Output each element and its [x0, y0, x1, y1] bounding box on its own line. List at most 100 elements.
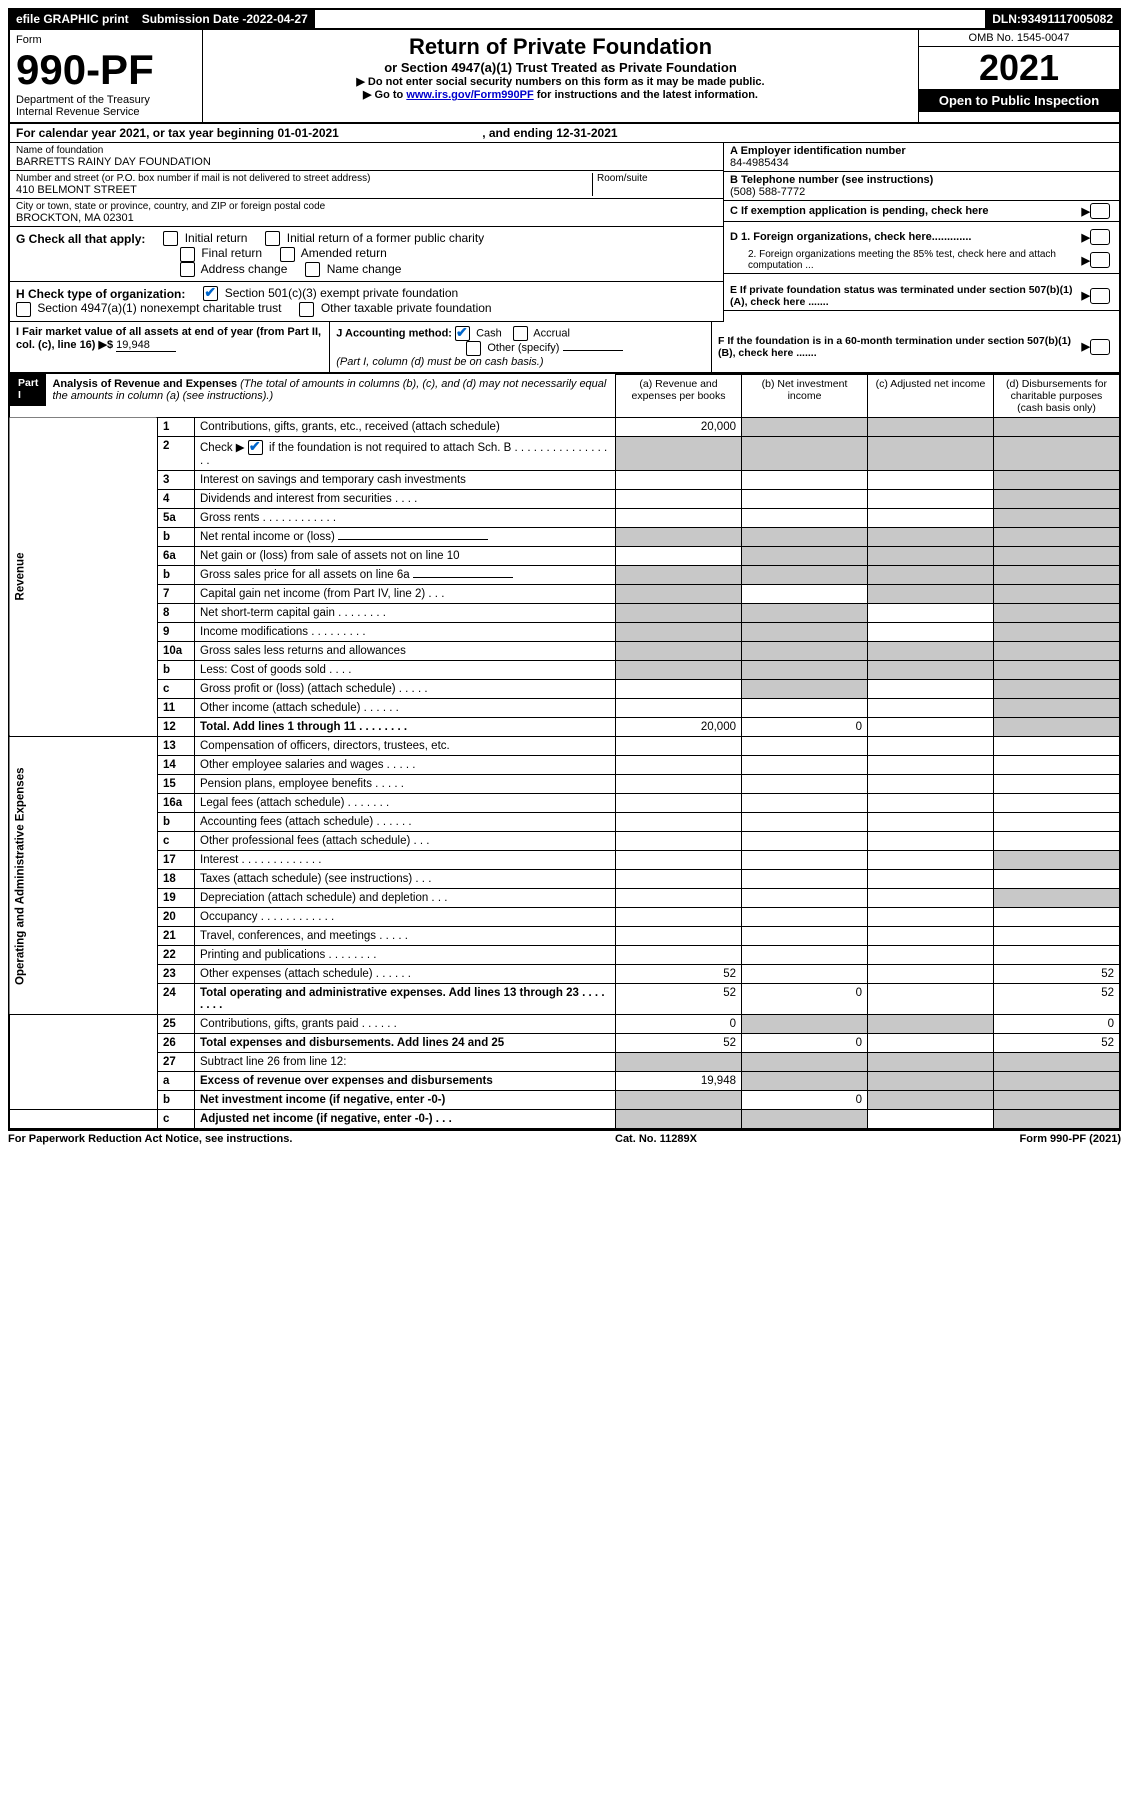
city-cell: City or town, state or province, country…	[10, 199, 723, 227]
l10b-desc: Less: Cost of goods sold . . . .	[195, 661, 616, 680]
addr-cell: Number and street (or P.O. box number if…	[10, 171, 723, 199]
l24-b: 0	[742, 984, 868, 1015]
efile-print[interactable]: efile GRAPHIC print	[10, 10, 136, 28]
l13-desc: Compensation of officers, directors, tru…	[195, 737, 616, 756]
line-11: 11Other income (attach schedule) . . . .…	[9, 699, 1120, 718]
j-block: J Accounting method: Cash Accrual Other …	[330, 322, 711, 372]
l16c-desc: Other professional fees (attach schedule…	[195, 832, 616, 851]
line-16b: bAccounting fees (attach schedule) . . .…	[9, 813, 1120, 832]
arrow-icon: ▶	[1082, 340, 1090, 353]
addr: 410 BELMONT STREET	[16, 184, 592, 196]
ln: 3	[158, 471, 195, 490]
l11-desc: Other income (attach schedule) . . . . .…	[195, 699, 616, 718]
l16b-t: Accounting fees (attach schedule)	[200, 816, 373, 828]
g-final-checkbox[interactable]	[180, 247, 195, 262]
header-left: Form 990-PF Department of the Treasury I…	[10, 30, 203, 122]
line-2: 2 Check ▶ if the foundation is not requi…	[9, 436, 1120, 470]
phone-cell: B Telephone number (see instructions) (5…	[724, 172, 1119, 201]
l19-desc: Depreciation (attach schedule) and deple…	[195, 889, 616, 908]
l18-desc: Taxes (attach schedule) (see instruction…	[195, 870, 616, 889]
ln: 4	[158, 490, 195, 509]
dept: Department of the Treasury	[16, 94, 196, 106]
g-name-checkbox[interactable]	[305, 262, 320, 277]
g-opt-0: Initial return	[185, 231, 248, 245]
l2-post: if the foundation is not required to att…	[269, 442, 511, 454]
f-checkbox[interactable]	[1090, 339, 1110, 355]
g-address-checkbox[interactable]	[180, 262, 195, 277]
ln: c	[158, 1110, 195, 1130]
line-5a: 5aGross rents . . . . . . . . . . . .	[9, 509, 1120, 528]
l27b-desc: Net investment income (if negative, ente…	[195, 1091, 616, 1110]
j-other-checkbox[interactable]	[466, 341, 481, 356]
l19-t: Depreciation (attach schedule) and deple…	[200, 892, 428, 904]
h-501c3-checkbox[interactable]	[203, 286, 218, 301]
ln: 21	[158, 927, 195, 946]
g-initial-checkbox[interactable]	[163, 231, 178, 246]
g-amended-checkbox[interactable]	[280, 247, 295, 262]
col-c-header: (c) Adjusted net income	[868, 374, 994, 417]
l14-desc: Other employee salaries and wages . . . …	[195, 756, 616, 775]
l16a-desc: Legal fees (attach schedule) . . . . . .…	[195, 794, 616, 813]
j-accrual-checkbox[interactable]	[513, 326, 528, 341]
ln: b	[158, 661, 195, 680]
col-a-header: (a) Revenue and expenses per books	[616, 374, 742, 417]
ln: 1	[158, 417, 195, 436]
h-4947-checkbox[interactable]	[16, 302, 31, 317]
l10a-t: Gross sales less returns and allowances	[200, 645, 406, 657]
ln: 25	[158, 1015, 195, 1034]
g-opt-2: Final return	[201, 246, 262, 260]
ln: 5a	[158, 509, 195, 528]
l25-desc: Contributions, gifts, grants paid . . . …	[195, 1015, 616, 1034]
g-d-block: G Check all that apply: Initial return I…	[8, 227, 1121, 282]
ln: 27	[158, 1053, 195, 1072]
submission-date: Submission Date - 2022-04-27	[136, 10, 315, 28]
l27b-b: 0	[742, 1091, 868, 1110]
j-cash-checkbox[interactable]	[455, 326, 470, 341]
line-24: 24Total operating and administrative exp…	[9, 984, 1120, 1015]
line-5b: bNet rental income or (loss)	[9, 528, 1120, 547]
d1-checkbox[interactable]	[1090, 229, 1110, 245]
line-7: 7Capital gain net income (from Part IV, …	[9, 585, 1120, 604]
phone: (508) 588-7772	[730, 186, 1113, 198]
l15-t: Pension plans, employee benefits	[200, 778, 372, 790]
ln: b	[158, 1091, 195, 1110]
l16c-t: Other professional fees (attach schedule…	[200, 835, 410, 847]
l11-t: Other income (attach schedule)	[200, 702, 360, 714]
d-block: D 1. Foreign organizations, check here..…	[723, 227, 1119, 282]
line-27a: aExcess of revenue over expenses and dis…	[9, 1072, 1120, 1091]
name-cell: Name of foundation BARRETTS RAINY DAY FO…	[10, 143, 723, 171]
c-checkbox[interactable]	[1090, 203, 1110, 219]
line-27b: bNet investment income (if negative, ent…	[9, 1091, 1120, 1110]
d2-checkbox[interactable]	[1090, 252, 1110, 268]
h-opt1: Section 501(c)(3) exempt private foundat…	[225, 286, 458, 300]
info-right: A Employer identification number 84-4985…	[723, 143, 1119, 227]
dln: DLN: 93491117005082	[986, 10, 1119, 28]
line-15: 15Pension plans, employee benefits . . .…	[9, 775, 1120, 794]
footer-mid: Cat. No. 11289X	[615, 1133, 697, 1145]
line-6b: bGross sales price for all assets on lin…	[9, 566, 1120, 585]
h-e-block: H Check type of organization: Section 50…	[8, 282, 1121, 322]
irs-link[interactable]: www.irs.gov/Form990PF	[406, 89, 533, 101]
l5a-desc: Gross rents . . . . . . . . . . . .	[195, 509, 616, 528]
l17-t: Interest	[200, 854, 238, 866]
line-6a: 6aNet gain or (loss) from sale of assets…	[9, 547, 1120, 566]
ln: 24	[158, 984, 195, 1015]
l16b-desc: Accounting fees (attach schedule) . . . …	[195, 813, 616, 832]
l24-d: 52	[994, 984, 1121, 1015]
footer-right: Form 990-PF (2021)	[1020, 1133, 1121, 1145]
l2-checkbox[interactable]	[248, 440, 263, 455]
line-10b: bLess: Cost of goods sold . . . .	[9, 661, 1120, 680]
g-initial-former-checkbox[interactable]	[265, 231, 280, 246]
ln: 2	[158, 436, 195, 470]
col-d-header: (d) Disbursements for charitable purpose…	[994, 374, 1121, 417]
ln: 13	[158, 737, 195, 756]
l12-desc: Total. Add lines 1 through 11 . . . . . …	[195, 718, 616, 737]
dln-val: 93491117005082	[1021, 12, 1113, 26]
l1-a: 20,000	[616, 417, 742, 436]
subtitle: or Section 4947(a)(1) Trust Treated as P…	[209, 60, 912, 75]
h-other-checkbox[interactable]	[299, 302, 314, 317]
line-10c: cGross profit or (loss) (attach schedule…	[9, 680, 1120, 699]
e-checkbox[interactable]	[1090, 288, 1110, 304]
calyear-pre: For calendar year 2021, or tax year begi…	[16, 126, 277, 140]
l2-d	[994, 436, 1121, 470]
